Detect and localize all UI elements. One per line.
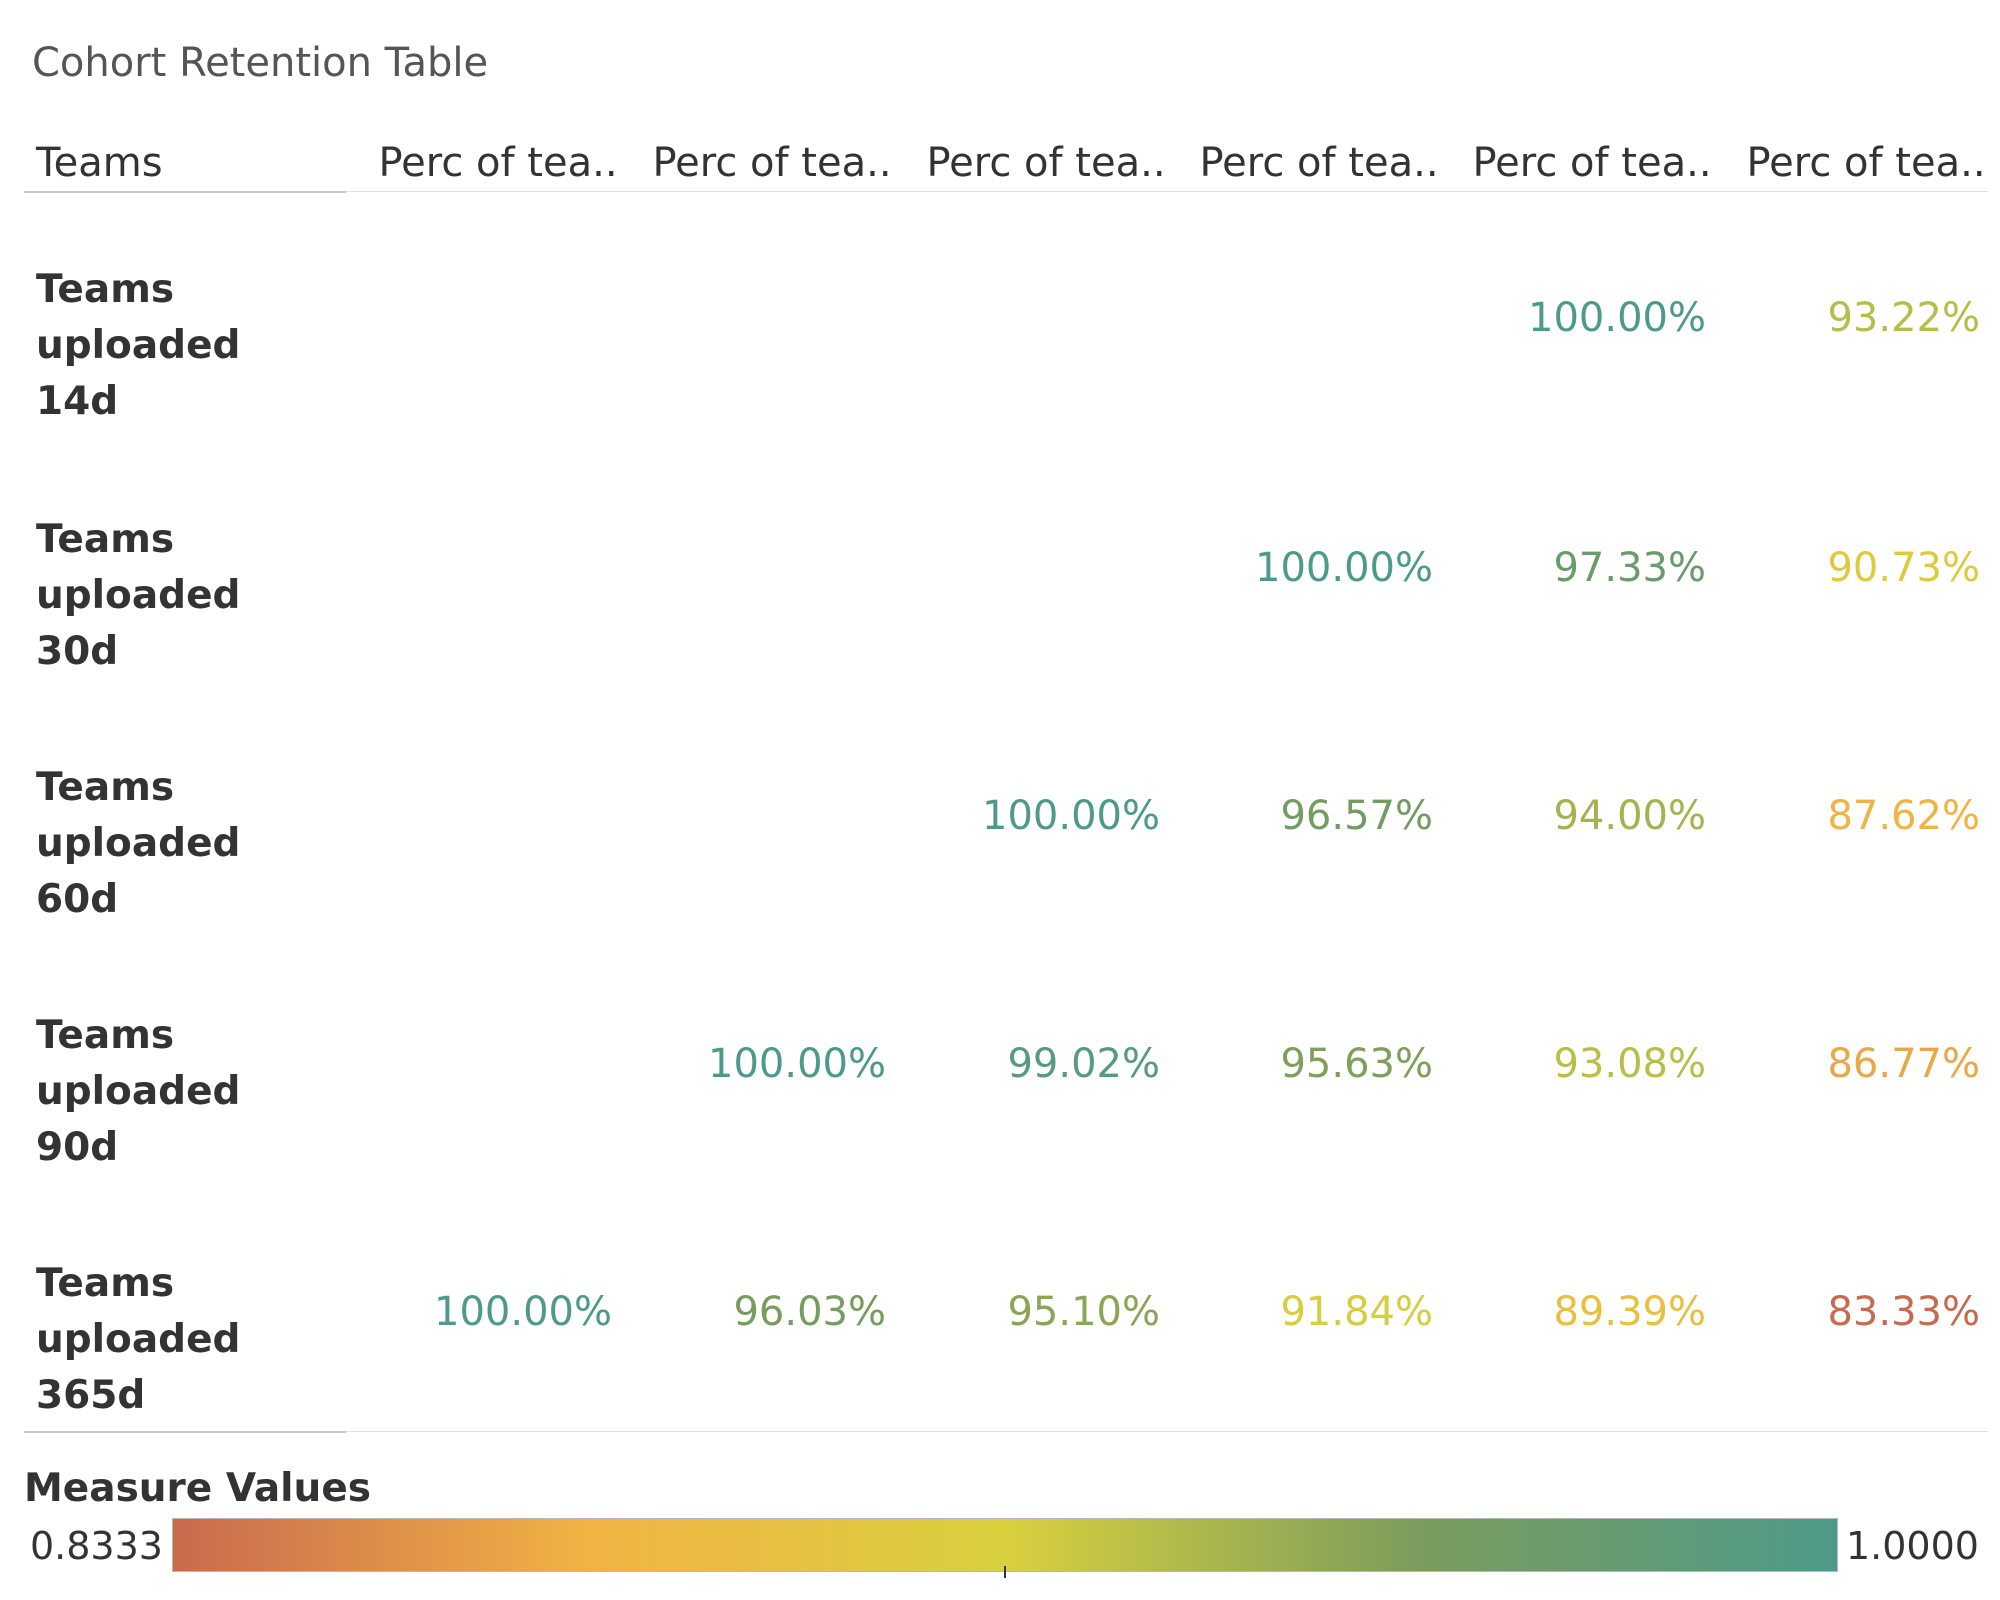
row-label: Teams uploaded 365d — [36, 1256, 356, 1424]
row-label-line1: Teams uploaded — [36, 267, 241, 368]
table-cell: 96.57% — [1280, 793, 1433, 839]
table-cell: 100.00% — [708, 1041, 886, 1087]
row-label-line1: Teams uploaded — [36, 1013, 241, 1114]
row-label: Teams uploaded 90d — [36, 1008, 356, 1176]
legend-max-label: 1.0000 — [1846, 1524, 1979, 1568]
column-header: Perc of tea.. — [652, 140, 892, 186]
column-header: Perc of tea.. — [1472, 140, 1712, 186]
table-cell: 91.84% — [1280, 1289, 1433, 1335]
table-cell: 93.22% — [1827, 295, 1980, 341]
row-label-line1: Teams uploaded — [36, 765, 241, 866]
header-divider — [346, 191, 1988, 192]
table-cell: 93.08% — [1553, 1041, 1706, 1087]
legend-min-label: 0.8333 — [30, 1524, 163, 1568]
row-label: Teams uploaded 60d — [36, 760, 356, 928]
row-header-title: Teams — [36, 140, 163, 186]
column-header: Perc of tea.. — [1199, 140, 1439, 186]
row-label-line1: Teams uploaded — [36, 517, 241, 618]
legend-color-bar — [172, 1518, 1838, 1572]
table-cell: 94.00% — [1553, 793, 1706, 839]
column-header: Perc of tea.. — [926, 140, 1166, 186]
row-label-line2: 365d — [36, 1373, 146, 1418]
table-cell: 83.33% — [1827, 1289, 1980, 1335]
column-header: Perc of tea.. — [1746, 140, 1986, 186]
row-label: Teams uploaded 30d — [36, 512, 356, 680]
table-cell: 95.63% — [1280, 1041, 1433, 1087]
table-cell: 86.77% — [1827, 1041, 1980, 1087]
row-label-line2: 30d — [36, 629, 119, 674]
table-cell: 100.00% — [982, 793, 1160, 839]
row-label: Teams uploaded 14d — [36, 262, 356, 430]
table-cell: 100.00% — [1255, 545, 1433, 591]
header-divider — [24, 191, 346, 193]
table-cell: 100.00% — [434, 1289, 612, 1335]
row-label-line2: 14d — [36, 379, 119, 424]
table-cell: 99.02% — [1007, 1041, 1160, 1087]
table-cell: 100.00% — [1528, 295, 1706, 341]
row-label-line2: 60d — [36, 877, 119, 922]
table-cell: 87.62% — [1827, 793, 1980, 839]
table-bottom-divider — [346, 1431, 1988, 1432]
row-label-line1: Teams uploaded — [36, 1261, 241, 1362]
legend-title: Measure Values — [24, 1466, 371, 1511]
legend-tick — [1004, 1566, 1006, 1578]
table-bottom-divider — [24, 1431, 346, 1433]
column-header: Perc of tea.. — [378, 140, 618, 186]
table-cell: 89.39% — [1553, 1289, 1706, 1335]
table-cell: 95.10% — [1007, 1289, 1160, 1335]
row-label-line2: 90d — [36, 1125, 119, 1170]
chart-title: Cohort Retention Table — [32, 40, 489, 86]
table-cell: 96.03% — [733, 1289, 886, 1335]
table-cell: 97.33% — [1553, 545, 1706, 591]
table-cell: 90.73% — [1827, 545, 1980, 591]
